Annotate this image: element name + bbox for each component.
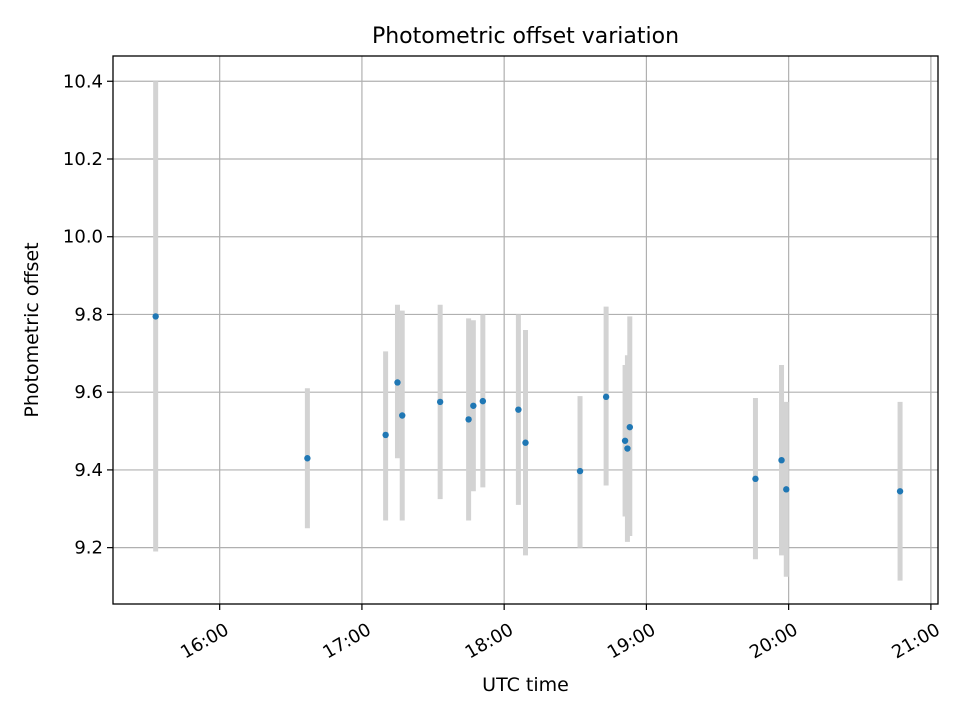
y-tick-label: 9.2 (74, 538, 103, 559)
data-point (783, 486, 790, 493)
x-tick-label: 20:00 (746, 619, 801, 663)
data-point (470, 402, 477, 409)
chart-title: Photometric offset variation (372, 24, 679, 49)
y-tick-label: 9.4 (74, 460, 103, 481)
y-axis-label: Photometric offset (21, 242, 43, 417)
data-point (576, 467, 584, 475)
y-axis-ticks: 9.2 9.4 9.6 9.8 10.0 10.2 10.4 (63, 71, 113, 559)
x-tick-label: 21:00 (888, 619, 943, 663)
y-tick-label: 10.0 (63, 227, 103, 248)
data-point (626, 423, 634, 431)
data-point (465, 416, 472, 423)
data-point (399, 412, 406, 419)
data-point (624, 445, 631, 452)
data-point (479, 397, 487, 405)
data-point (778, 456, 785, 464)
x-axis-label: UTC time (482, 674, 569, 696)
x-tick-label: 18:00 (462, 619, 517, 663)
data-point (436, 398, 444, 406)
data-point (152, 313, 159, 320)
y-tick-label: 10.4 (63, 71, 103, 92)
data-point (382, 431, 389, 439)
x-tick-label: 17:00 (319, 619, 374, 663)
plot-area-frame (112, 55, 939, 605)
y-tick-label: 10.2 (63, 149, 103, 170)
data-points (152, 313, 904, 495)
x-tick-label: 16:00 (177, 619, 232, 663)
x-tick-label: 19:00 (604, 619, 659, 663)
y-tick-label: 9.8 (74, 304, 103, 325)
data-point (621, 437, 629, 444)
y-tick-label: 9.6 (74, 382, 103, 403)
data-point (752, 475, 759, 483)
data-point (394, 379, 401, 386)
x-axis-ticks: 16:00 17:00 18:00 19:00 20:00 21:00 (177, 604, 944, 663)
data-point (304, 455, 311, 462)
data-point (896, 488, 904, 495)
data-point (602, 393, 610, 401)
data-point (522, 439, 529, 446)
data-point (515, 406, 522, 413)
